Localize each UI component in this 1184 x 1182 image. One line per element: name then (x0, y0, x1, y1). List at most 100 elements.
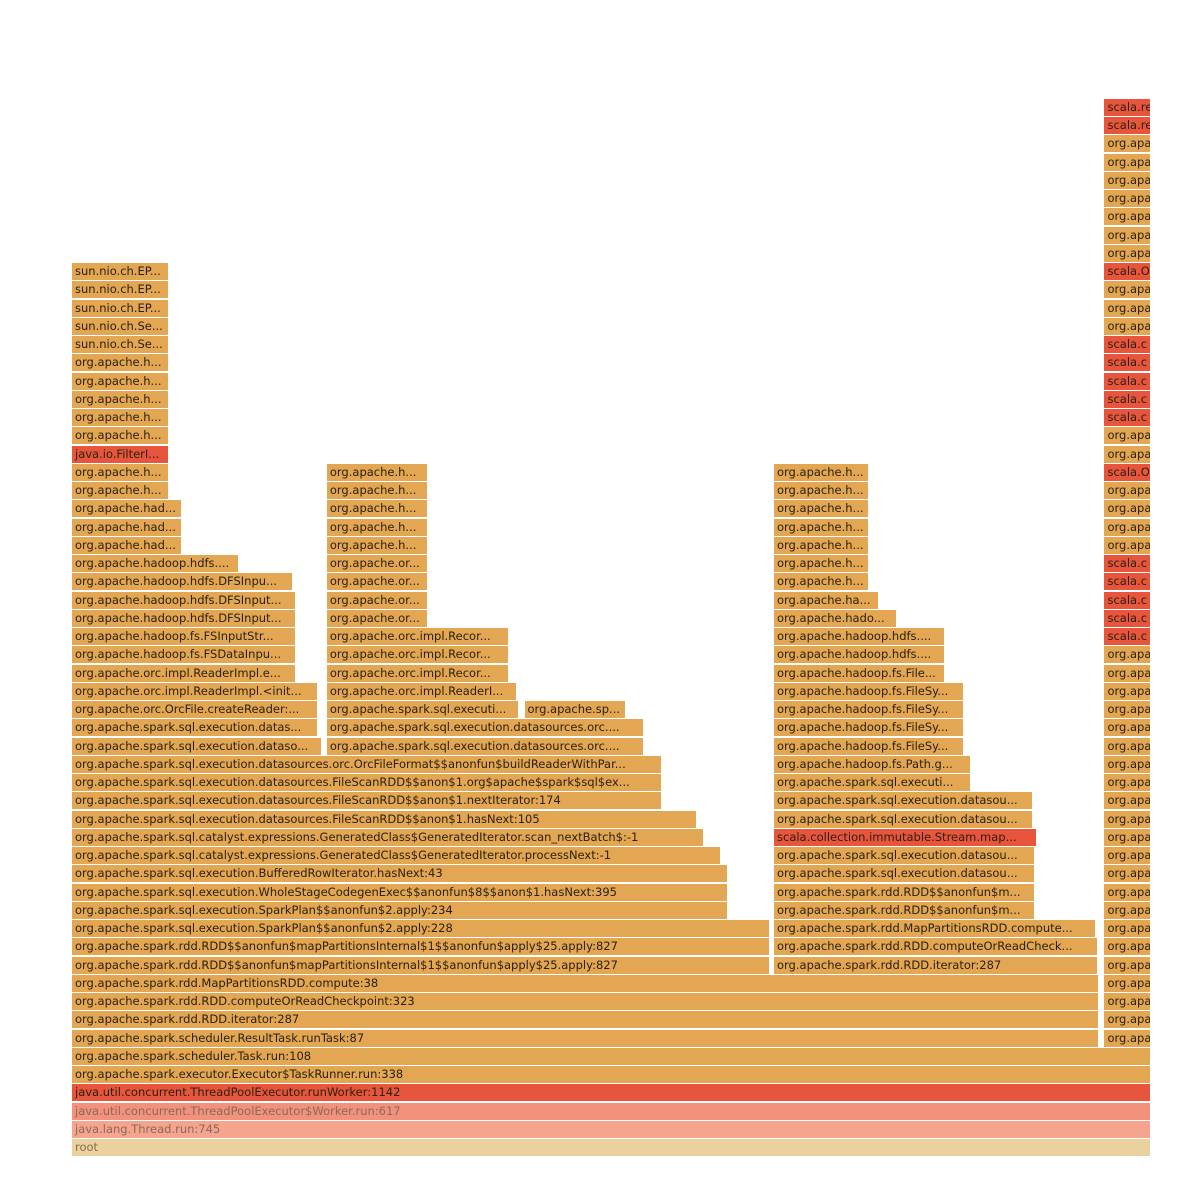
flame-frame[interactable]: org.apache.hadoop.fs.FileSy... (774, 682, 964, 700)
flame-frame[interactable]: org.apache.hadoop.fs.FileSy... (774, 719, 964, 737)
flame-frame[interactable]: org.apache.h... (72, 427, 169, 445)
flame-frame[interactable]: org.apache.h... (774, 536, 869, 554)
flame-frame[interactable]: scala.O (1104, 463, 1150, 481)
flame-frame[interactable]: org.apache.orc.impl.Recor... (326, 628, 509, 645)
flame-frame[interactable]: org.apache.spark.sql.catalyst.expression… (72, 828, 703, 846)
flame-frame[interactable]: org.apa (1104, 536, 1150, 554)
flame-frame[interactable]: org.apa (1104, 482, 1150, 499)
flame-frame[interactable]: org.apache.spark.sql.catalyst.expression… (72, 847, 721, 864)
flame-frame[interactable]: org.apa (1104, 281, 1150, 299)
flame-frame[interactable]: org.apa (1104, 847, 1150, 864)
flame-frame[interactable]: org.apache.spark.sql.execution.WholeStag… (72, 883, 727, 901)
flame-frame[interactable]: org.apache.spark.rdd.RDD$$anonfun$mapPar… (72, 956, 769, 974)
flame-frame[interactable]: org.apache.had... (72, 518, 182, 536)
flame-frame[interactable]: org.apa (1104, 993, 1150, 1010)
flame-frame[interactable]: org.apache.spark.sql.execution.datasourc… (326, 719, 644, 737)
flame-frame[interactable]: org.apache.spark.sql.execution.datasou..… (774, 847, 1035, 864)
flame-frame[interactable]: org.apache.h... (774, 555, 869, 572)
flame-frame[interactable]: org.apache.h... (326, 500, 428, 518)
flame-frame[interactable]: org.apache.hadoop.fs.FileSy... (774, 701, 964, 718)
flame-frame[interactable]: org.apa (1104, 737, 1150, 755)
flame-frame[interactable]: org.apa (1104, 299, 1150, 317)
flame-frame[interactable]: org.apache.spark.rdd.RDD.iterator:287 (72, 1011, 1099, 1029)
flame-frame[interactable]: scala.O (1104, 263, 1150, 280)
flame-frame[interactable]: org.apache.hadoop.hdfs.DFSInpu... (72, 573, 293, 591)
flame-frame[interactable]: org.apache.hadoop.hdfs.... (72, 555, 239, 572)
flame-frame[interactable]: org.apache.spark.sql.execution.datasou..… (774, 792, 1033, 810)
flame-frame[interactable]: org.apache.had... (72, 500, 182, 518)
flame-frame[interactable]: scala.re (1104, 98, 1150, 116)
flame-frame[interactable]: org.apa (1104, 792, 1150, 810)
flame-frame[interactable]: org.apache.spark.scheduler.ResultTask.ru… (72, 1029, 1099, 1047)
flame-frame[interactable]: org.apache.spark.sql.execution.datasourc… (72, 810, 697, 828)
flame-frame[interactable]: org.apache.hadoop.hdfs.DFSInput... (72, 609, 295, 627)
flame-frame[interactable]: org.apache.orc.OrcFile.createReader:... (72, 701, 318, 718)
flame-frame[interactable]: org.apache.h... (326, 482, 428, 499)
flame-frame[interactable]: org.apache.h... (72, 409, 169, 426)
flame-frame[interactable]: org.apache.h... (72, 482, 169, 499)
flame-frame[interactable]: org.apa (1104, 1029, 1150, 1047)
flame-frame[interactable]: org.apache.spark.rdd.MapPartitionsRDD.co… (72, 974, 1099, 992)
flame-frame[interactable]: java.util.concurrent.ThreadPoolExecutor$… (72, 1102, 1150, 1120)
flame-frame[interactable]: java.util.concurrent.ThreadPoolExecutor.… (72, 1084, 1150, 1102)
flame-frame[interactable]: org.apache.h... (774, 463, 869, 481)
flame-frame[interactable]: org.apache.spark.rdd.MapPartitionsRDD.co… (774, 920, 1095, 937)
flame-frame[interactable]: scala.c (1104, 628, 1150, 645)
flame-frame[interactable]: org.apache.orc.impl.Recor... (326, 646, 509, 664)
flame-frame[interactable]: java.io.FilterI... (72, 445, 169, 463)
flame-frame[interactable]: org.apache.spark.sql.execution.datas... (72, 719, 318, 737)
flame-frame[interactable]: org.apache.ha... (774, 591, 878, 609)
flame-frame[interactable]: org.apache.h... (326, 518, 428, 536)
flame-frame[interactable]: org.apache.spark.rdd.RDD.computeOrReadCh… (72, 993, 1099, 1010)
flame-frame[interactable]: sun.nio.ch.EP... (72, 299, 169, 317)
flame-frame[interactable]: org.apa (1104, 500, 1150, 518)
flame-frame[interactable]: org.apa (1104, 774, 1150, 791)
flame-frame[interactable]: org.apache.h... (774, 573, 869, 591)
flame-frame[interactable]: org.apache.h... (72, 390, 169, 408)
flame-frame[interactable]: org.apache.spark.sql.execution.datasourc… (72, 774, 661, 791)
flame-frame[interactable]: org.apache.h... (72, 372, 169, 390)
flame-frame[interactable]: org.apache.hadoop.hdfs.... (774, 628, 944, 645)
flame-frame[interactable]: org.apa (1104, 208, 1150, 226)
flame-frame[interactable]: scala.c (1104, 573, 1150, 591)
flame-frame[interactable]: scala.re (1104, 117, 1150, 134)
flame-frame[interactable]: org.apache.orc.impl.Recor... (326, 664, 509, 682)
flame-frame[interactable]: org.apache.spark.rdd.RDD.computeOrReadCh… (774, 938, 1098, 956)
flame-frame[interactable]: org.apache.hadoop.fs.FSDataInpu... (72, 646, 295, 664)
flame-frame[interactable]: org.apache.spark.rdd.RDD$$anonfun$mapPar… (72, 938, 769, 956)
flame-frame[interactable]: org.apache.hadoop.fs.File... (774, 664, 944, 682)
flame-frame[interactable]: org.apache.or... (326, 591, 428, 609)
flame-frame[interactable]: scala.c (1104, 609, 1150, 627)
flame-frame[interactable]: org.apa (1104, 445, 1150, 463)
flame-frame[interactable]: scala.c (1104, 390, 1150, 408)
flame-frame[interactable]: org.apache.spark.scheduler.Task.run:108 (72, 1047, 1150, 1065)
flame-frame[interactable]: org.apa (1104, 171, 1150, 189)
flame-frame[interactable]: org.apache.h... (774, 482, 869, 499)
flame-frame[interactable]: org.apache.spark.sql.execution.datasou..… (774, 810, 1033, 828)
flame-frame[interactable]: sun.nio.ch.EP... (72, 281, 169, 299)
flame-frame[interactable]: org.apa (1104, 153, 1150, 171)
flame-frame[interactable]: org.apache.spark.sql.execution.datasourc… (326, 737, 644, 755)
flame-frame[interactable]: org.apa (1104, 901, 1150, 919)
flame-frame[interactable]: scala.c (1104, 409, 1150, 426)
flame-frame[interactable]: org.apa (1104, 664, 1150, 682)
flame-frame[interactable]: org.apache.orc.impl.ReaderImpl.<init... (72, 682, 318, 700)
flame-frame[interactable]: org.apa (1104, 427, 1150, 445)
flame-frame[interactable]: scala.c (1104, 591, 1150, 609)
flame-frame[interactable]: scala.collection.immutable.Stream.map... (774, 828, 1036, 846)
flame-frame[interactable]: org.apache.spark.sql.execution.datasou..… (774, 865, 1035, 883)
flame-frame[interactable]: scala.c (1104, 336, 1150, 353)
flame-frame[interactable]: org.apache.orc.impl.ReaderI... (326, 682, 517, 700)
flame-frame[interactable]: org.apache.or... (326, 609, 428, 627)
flame-frame[interactable]: org.apache.spark.sql.executi... (774, 774, 970, 791)
flame-frame[interactable]: org.apa (1104, 938, 1150, 956)
flame-frame[interactable]: org.apache.or... (326, 555, 428, 572)
flame-frame[interactable]: org.apa (1104, 244, 1150, 262)
flame-frame[interactable]: org.apa (1104, 755, 1150, 773)
flame-frame[interactable]: scala.c (1104, 354, 1150, 372)
flame-frame[interactable]: sun.nio.ch.Se... (72, 336, 169, 353)
flame-frame[interactable]: org.apache.spark.rdd.RDD$$anonfun$m... (774, 883, 1035, 901)
flame-frame[interactable]: org.apa (1104, 920, 1150, 937)
flame-frame[interactable]: org.apache.h... (326, 536, 428, 554)
flame-frame[interactable]: sun.nio.ch.EP... (72, 263, 169, 280)
